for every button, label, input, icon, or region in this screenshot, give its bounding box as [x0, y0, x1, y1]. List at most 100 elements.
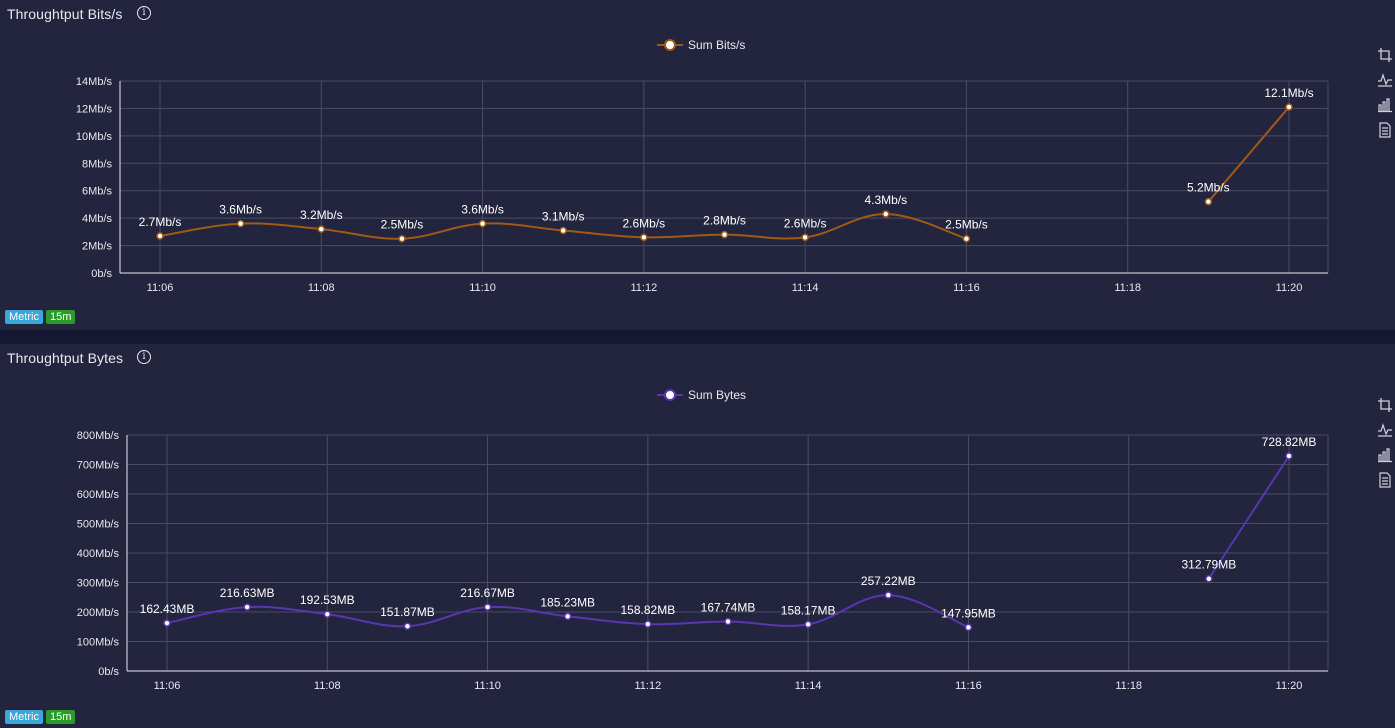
y-tick-label: 100Mb/s [77, 637, 120, 649]
data-label: 257.22MB [861, 574, 916, 588]
y-tick-label: 0b/s [91, 268, 112, 280]
data-point[interactable] [640, 233, 648, 242]
data-label: 2.5Mb/s [381, 218, 424, 232]
data-point[interactable] [403, 622, 412, 630]
data-point[interactable] [1204, 197, 1213, 206]
data-label: 4.3Mb/s [864, 193, 907, 207]
y-tick-label: 4Mb/s [82, 213, 112, 225]
data-label: 192.53MB [300, 593, 355, 607]
data-point[interactable] [483, 603, 492, 611]
data-point[interactable] [317, 225, 326, 233]
data-point[interactable] [163, 619, 171, 627]
data-label: 162.43MB [140, 602, 195, 616]
chart-toolbar [1377, 397, 1393, 497]
document-icon[interactable] [1377, 472, 1393, 488]
legend[interactable]: Sum Bytes [657, 388, 746, 402]
data-point[interactable] [1285, 103, 1293, 111]
document-icon[interactable] [1377, 122, 1393, 138]
x-tick-label: 11:06 [147, 282, 174, 294]
x-tick-label: 11:12 [630, 282, 657, 294]
x-tick-label: 11:20 [1276, 680, 1303, 692]
y-tick-label: 700Mb/s [77, 460, 120, 472]
data-point[interactable] [398, 234, 406, 243]
data-label: 151.87MB [380, 605, 435, 619]
data-point[interactable] [156, 232, 164, 240]
data-label: 12.1Mb/s [1264, 86, 1313, 100]
data-point[interactable] [644, 620, 652, 628]
throughput-bits-panel: Throughtput Bits/s i 0b/s 2Mb/s 4Mb/s 6Mb/s… [0, 0, 1395, 330]
data-point[interactable] [323, 610, 332, 618]
bytes-chart: 0b/s 100Mb/s 200Mb/s 300Mb/s 400Mb/s 500Mb/s 6… [77, 388, 1329, 692]
x-tick-label: 11:12 [634, 680, 661, 692]
data-point[interactable] [478, 219, 487, 228]
data-point[interactable] [724, 617, 732, 626]
data-label: 2.6Mb/s [784, 216, 827, 230]
x-tick-label: 11:10 [469, 282, 496, 294]
data-point[interactable] [559, 226, 567, 235]
x-tick-label: 11:08 [314, 680, 341, 692]
series-line [1208, 455, 1290, 580]
bar-chart-icon[interactable] [1377, 97, 1393, 113]
time-range-tag[interactable]: 15m [45, 710, 76, 724]
throughput-bytes-panel: Throughtput Bytes i 0b/s 100Mb/s 200Mb/s 30… [0, 344, 1395, 728]
y-tick-label: 200Mb/s [77, 607, 120, 619]
data-label: 312.79MB [1182, 558, 1237, 572]
panel-tags: Metric 15m [5, 707, 78, 725]
metric-tag[interactable]: Metric [5, 710, 43, 724]
x-tick-label: 11:20 [1276, 282, 1303, 294]
time-range-tag[interactable]: 15m [45, 310, 76, 324]
y-tick-label: 800Mb/s [77, 430, 120, 442]
data-point[interactable] [882, 210, 890, 218]
panel-title: Throughtput Bits/s [7, 6, 123, 22]
data-label: 3.2Mb/s [300, 208, 343, 222]
panel-tags: Metric 15m [5, 307, 78, 325]
y-tick-label: 10Mb/s [76, 131, 113, 143]
data-point[interactable] [1285, 452, 1293, 460]
y-tick-label: 600Mb/s [77, 489, 120, 501]
crop-icon[interactable] [1377, 397, 1393, 413]
legend-label: Sum Bits/s [688, 38, 745, 52]
series-line [1207, 106, 1290, 203]
x-tick-label: 11:08 [308, 282, 335, 294]
legend-marker [664, 389, 676, 401]
data-label: 167.74MB [701, 601, 756, 615]
data-label: 3.6Mb/s [219, 203, 262, 217]
data-point[interactable] [1205, 574, 1213, 583]
data-point[interactable] [243, 603, 251, 611]
info-icon[interactable]: i [137, 6, 151, 20]
x-tick-label: 11:14 [792, 282, 819, 294]
data-point[interactable] [884, 591, 893, 599]
panel-title: Throughtput Bytes [7, 350, 124, 366]
data-label: 5.2Mb/s [1187, 181, 1230, 195]
data-point[interactable] [563, 612, 572, 621]
y-tick-label: 300Mb/s [77, 578, 120, 590]
x-tick-label: 11:16 [955, 680, 982, 692]
crop-icon[interactable] [1377, 47, 1393, 63]
data-point[interactable] [236, 219, 245, 228]
data-point[interactable] [801, 233, 809, 242]
y-tick-label: 12Mb/s [76, 103, 113, 115]
y-tick-label: 8Mb/s [82, 158, 112, 170]
data-point[interactable] [720, 230, 729, 239]
line-chart-icon[interactable] [1377, 422, 1393, 438]
data-label: 216.67MB [460, 586, 515, 600]
legend[interactable]: Sum Bits/s [657, 38, 745, 52]
metric-tag[interactable]: Metric [5, 310, 43, 324]
bits-chart: 0b/s 2Mb/s 4Mb/s 6Mb/s 8Mb/s 10Mb/s 12Mb/s 14Mb… [76, 38, 1329, 294]
x-tick-label: 11:18 [1114, 282, 1141, 294]
y-tick-label: 0b/s [98, 666, 119, 678]
data-label: 2.8Mb/s [703, 214, 746, 228]
line-chart-icon[interactable] [1377, 72, 1393, 88]
data-label: 216.63MB [220, 586, 275, 600]
data-point[interactable] [964, 623, 973, 632]
data-label: 3.1Mb/s [542, 209, 585, 223]
data-label: 2.7Mb/s [139, 215, 182, 229]
data-point[interactable] [804, 620, 812, 629]
data-point[interactable] [962, 234, 971, 243]
info-icon[interactable]: i [137, 350, 151, 364]
x-tick-label: 11:06 [154, 680, 181, 692]
y-tick-label: 2Mb/s [82, 241, 112, 253]
bar-chart-icon[interactable] [1377, 447, 1393, 463]
data-label: 2.6Mb/s [623, 216, 666, 230]
data-label: 728.82MB [1262, 435, 1317, 449]
